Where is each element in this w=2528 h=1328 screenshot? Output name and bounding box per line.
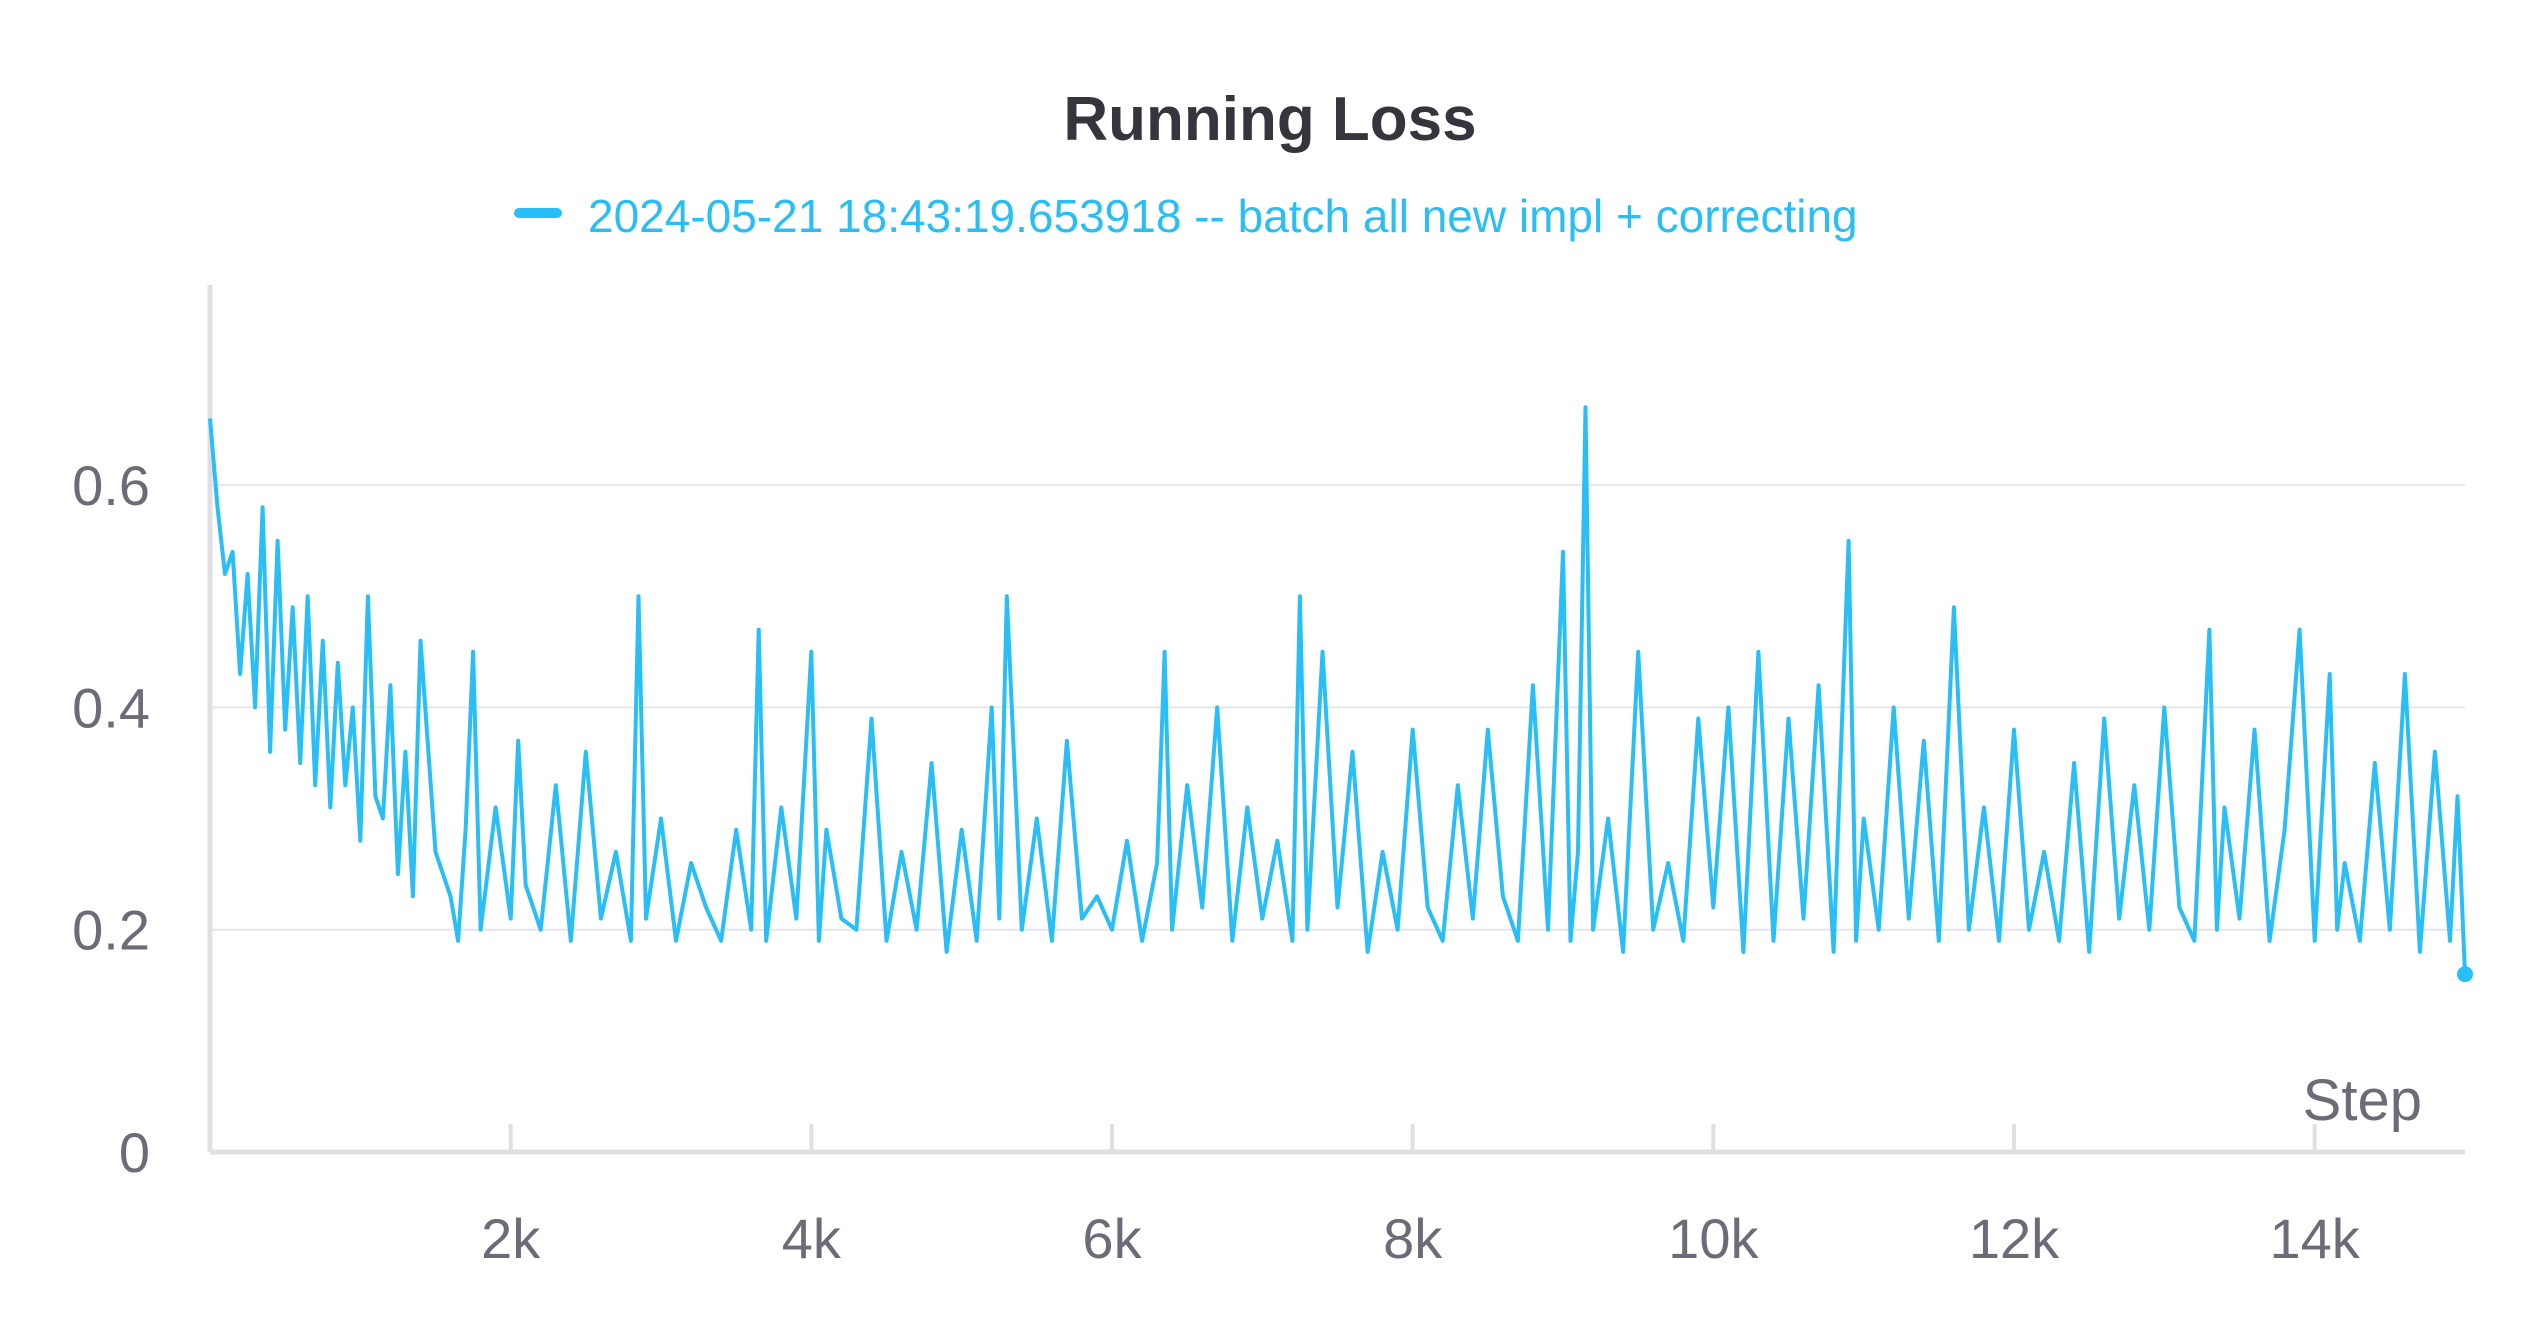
- x-tick-label: 4k: [782, 1207, 842, 1270]
- x-tick-label: 6k: [1082, 1207, 1142, 1270]
- series-layer: [208, 405, 2473, 983]
- series-end-point: [2457, 966, 2473, 983]
- legend: 2024-05-21 18:43:19.653918 -- batch all …: [514, 190, 1858, 242]
- y-tick-label: 0.2: [72, 899, 150, 962]
- x-tick-label: 8k: [1383, 1207, 1443, 1270]
- y-tick-label: 0.6: [72, 454, 150, 517]
- x-tick-label: 10k: [1668, 1207, 1759, 1270]
- x-tick-label: 12k: [1969, 1207, 2060, 1270]
- x-axis-label: Step: [2303, 1068, 2422, 1133]
- legend-label: 2024-05-21 18:43:19.653918 -- batch all …: [588, 190, 1858, 242]
- x-tick-labels: 2k 4k 6k 8k 10k 12k 14k: [481, 1207, 2361, 1270]
- series-line: [208, 405, 2467, 975]
- x-tick-label: 14k: [2270, 1207, 2361, 1270]
- chart-title: Running Loss: [1063, 85, 1476, 154]
- legend-swatch: [514, 208, 562, 218]
- y-tick-label: 0.4: [72, 676, 150, 739]
- y-tick-labels: 0 0.2 0.4 0.6: [72, 454, 150, 1184]
- x-tick-label: 2k: [481, 1207, 541, 1270]
- y-tick-label: 0: [119, 1121, 150, 1184]
- axes: [207, 285, 2465, 1155]
